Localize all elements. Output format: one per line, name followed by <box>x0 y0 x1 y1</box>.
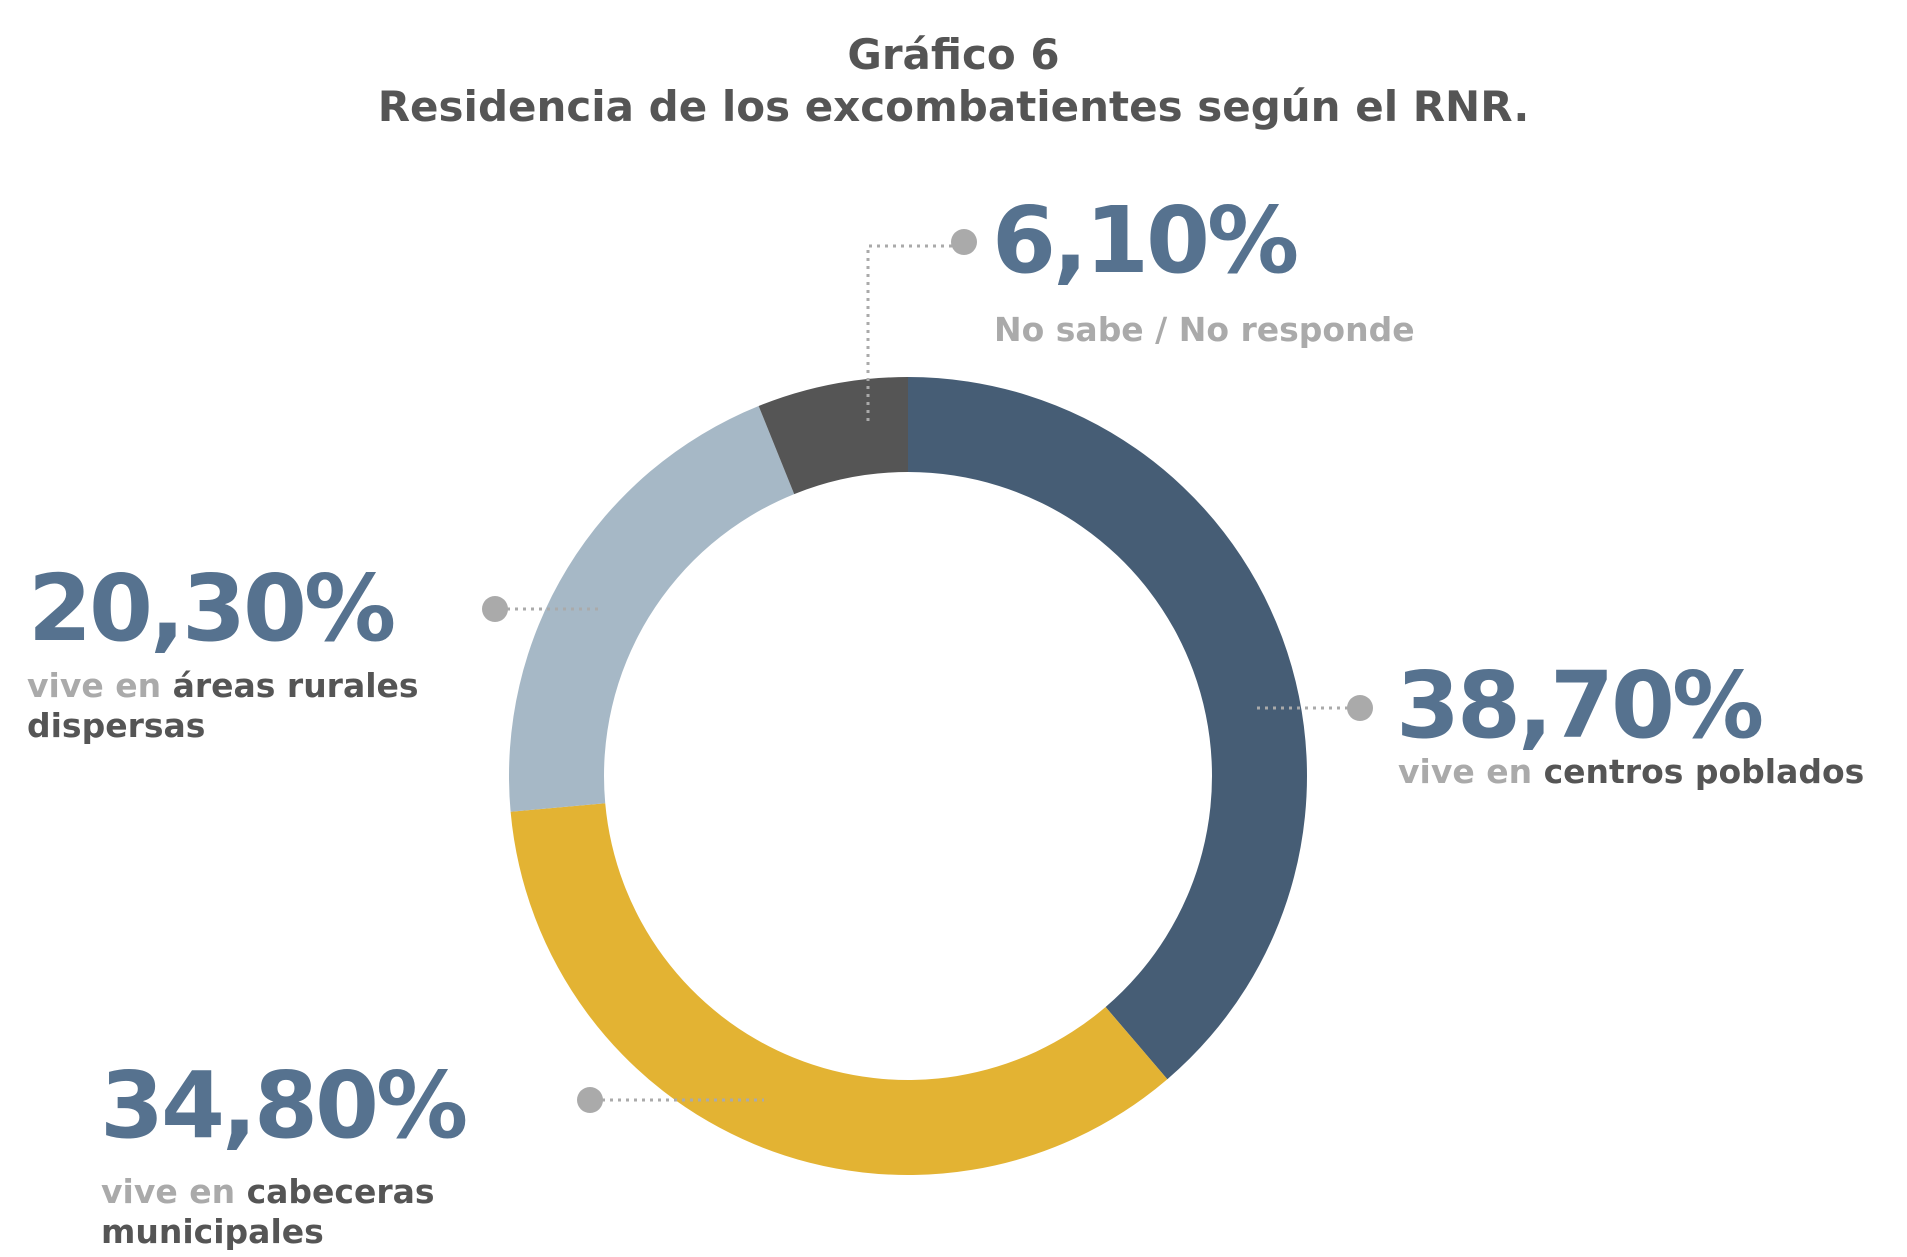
category-label: vive en centros poblados <box>1398 752 1907 792</box>
category-name: áreas rurales dispersas <box>27 666 419 745</box>
leader-dot <box>482 596 508 622</box>
donut-slice <box>510 803 1168 1175</box>
category-prefix: vive en <box>1398 752 1533 791</box>
value-label: 34,80% <box>100 1052 468 1159</box>
leader-dot <box>1347 695 1373 721</box>
chart-subtitle: Residencia de los excombatientes según e… <box>377 82 1530 131</box>
donut-slice <box>509 406 795 812</box>
category-prefix: vive en <box>27 666 162 705</box>
category-label: No sabe / No responde <box>994 310 1494 350</box>
chart-title: Gráfico 6 <box>847 30 1060 79</box>
value-label: 6,10% <box>992 187 1299 294</box>
leader-dot <box>951 229 977 255</box>
category-label: vive en cabeceras municipales <box>101 1172 531 1252</box>
category-name: No sabe / No responde <box>994 310 1415 349</box>
value-label: 38,70% <box>1396 652 1764 759</box>
donut-slice <box>758 377 908 495</box>
category-name: cabeceras municipales <box>101 1172 435 1251</box>
value-label: 20,30% <box>28 555 396 662</box>
category-name: centros poblados <box>1543 752 1865 791</box>
category-label: vive en áreas rurales dispersas <box>27 666 497 746</box>
donut-slice <box>908 377 1307 1080</box>
leader-dot <box>577 1087 603 1113</box>
category-prefix: vive en <box>101 1172 236 1211</box>
